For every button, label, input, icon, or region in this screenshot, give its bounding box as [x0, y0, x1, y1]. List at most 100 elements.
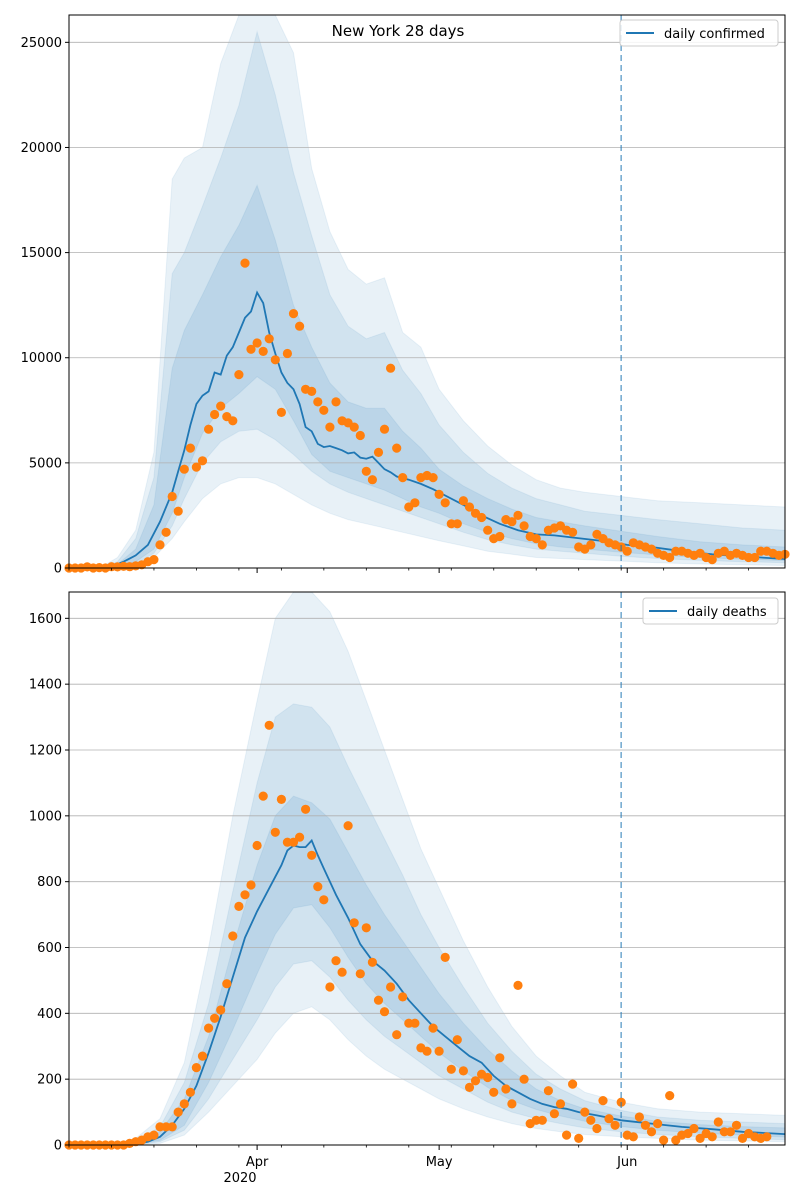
deaths-point-55 [398, 992, 408, 1002]
deaths-point-109 [725, 1127, 736, 1137]
deaths-point-40 [307, 850, 317, 860]
confirmed-point-77 [531, 534, 541, 544]
confirmed-point-49 [361, 466, 371, 476]
confirmed-point-54 [392, 443, 402, 453]
deaths-gridlines [69, 617, 785, 1080]
deaths-point-44 [331, 956, 341, 966]
confirmed-point-35 [276, 407, 286, 417]
confirmed-panel: 0 5000 10000 15000 20000 25000 New York 28 da… [21, 14, 790, 577]
deaths-ytick-label-7: 1400 [29, 678, 62, 693]
confirmed-point-40 [307, 386, 317, 396]
deaths-point-87 [592, 1123, 602, 1134]
deaths-point-46 [343, 821, 353, 831]
deaths-point-41 [313, 882, 323, 892]
confirmed-point-47 [349, 422, 359, 432]
deaths-point-20 [185, 1087, 195, 1097]
deaths-point-24 [210, 1013, 220, 1023]
deaths-point-23 [204, 1023, 214, 1033]
confirmed-point-28 [234, 370, 244, 380]
confirmed-line-series [69, 290, 786, 569]
deaths-point-19 [179, 1099, 189, 1109]
deaths-point-30 [246, 880, 256, 890]
deaths-ytick-label-5: 1000 [29, 809, 62, 824]
confirmed-point-36 [282, 348, 292, 359]
confirmed-point-25 [216, 401, 226, 411]
deaths-point-33 [264, 720, 274, 730]
confirmed-point-31 [252, 338, 262, 348]
confirmed-point-23 [204, 424, 214, 434]
deaths-point-115 [762, 1132, 772, 1142]
deaths-scatter-series [64, 720, 772, 1150]
deaths-point-51 [373, 995, 384, 1005]
deaths-point-59 [422, 1046, 432, 1056]
confirmed-point-86 [586, 540, 596, 550]
confirmed-ytick-label-3: 15000 [21, 246, 62, 261]
deaths-ticks: 0 200 400 600 800 1000 1200 1400 1600 Apr May Jun [29, 612, 749, 1170]
confirmed-point-78 [537, 540, 547, 550]
deaths-point-78 [537, 1115, 547, 1125]
deaths-point-70 [489, 1087, 499, 1097]
deaths-point-35 [276, 794, 286, 805]
deaths-point-107 [713, 1117, 723, 1127]
deaths-ytick-label-4: 800 [37, 875, 62, 890]
deaths-xtick-label-1: May [426, 1155, 453, 1170]
deaths-point-32 [258, 791, 268, 801]
deaths-point-53 [386, 982, 396, 992]
deaths-ytick-label-1: 200 [37, 1073, 62, 1088]
deaths-legend: daily deaths [642, 597, 779, 625]
confirmed-point-74 [513, 510, 523, 520]
deaths-point-38 [295, 832, 305, 842]
confirmed-point-38 [295, 321, 305, 331]
deaths-point-21 [191, 1063, 201, 1073]
deaths-point-89 [604, 1114, 614, 1124]
deaths-point-26 [222, 979, 232, 989]
confirmed-point-73 [507, 517, 517, 527]
deaths-point-34 [270, 827, 280, 837]
deaths-point-18 [173, 1107, 183, 1117]
deaths-point-25 [216, 1005, 226, 1015]
deaths-point-81 [555, 1099, 566, 1109]
confirmed-point-57 [410, 498, 420, 508]
deaths-point-60 [428, 1023, 438, 1033]
deaths-point-39 [301, 804, 311, 814]
deaths-point-65 [458, 1066, 468, 1076]
deaths-series-line [69, 838, 786, 1146]
deaths-point-95 [640, 1120, 651, 1130]
confirmed-point-106 [707, 555, 717, 565]
confirmed-ytick-label-1: 5000 [29, 456, 62, 471]
confirmed-ytick-label-2: 10000 [21, 351, 62, 366]
deaths-ytick-label-8: 1600 [29, 612, 62, 627]
deaths-point-22 [197, 1051, 208, 1061]
deaths-point-17 [167, 1122, 177, 1132]
confirmed-point-42 [319, 405, 329, 415]
confirmed-point-18 [173, 506, 183, 516]
confirmed-axes [68, 14, 786, 569]
deaths-point-86 [586, 1115, 596, 1125]
deaths-point-96 [646, 1127, 657, 1137]
deaths-point-28 [234, 901, 244, 912]
confirmed-point-16 [161, 527, 171, 537]
deaths-legend-box [642, 597, 779, 625]
confirmed-point-51 [373, 447, 384, 457]
confirmed-point-60 [428, 473, 438, 483]
deaths-point-103 [689, 1123, 699, 1134]
confirmed-point-20 [185, 443, 195, 453]
deaths-point-72 [501, 1084, 511, 1094]
confirmed-point-99 [665, 552, 675, 563]
deaths-point-73 [507, 1099, 517, 1109]
deaths-point-93 [628, 1132, 638, 1142]
deaths-point-66 [464, 1082, 475, 1092]
deaths-point-111 [737, 1133, 748, 1143]
confirmed-point-61 [434, 489, 444, 499]
confirmed-legend: daily confirmed [619, 19, 779, 47]
confirmed-point-75 [519, 521, 529, 531]
deaths-point-61 [434, 1046, 444, 1056]
confirmed-point-68 [477, 512, 487, 523]
confirmed-point-24 [210, 409, 220, 420]
deaths-point-71 [495, 1053, 505, 1063]
deaths-point-69 [483, 1072, 493, 1083]
deaths-xtick-label-0: Apr [246, 1155, 269, 1170]
deaths-point-29 [240, 890, 250, 900]
deaths-point-98 [659, 1135, 669, 1145]
